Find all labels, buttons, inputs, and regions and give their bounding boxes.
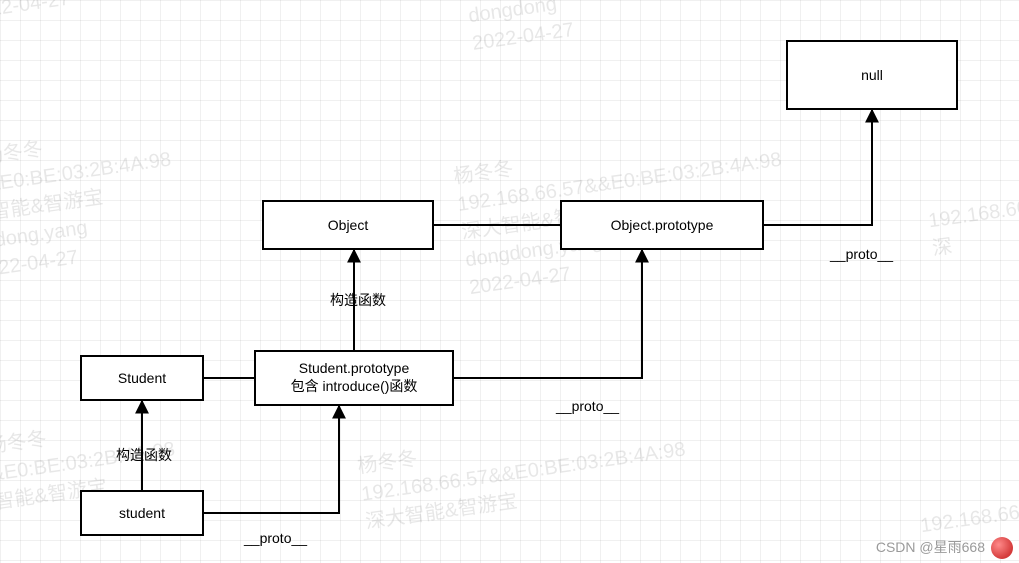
edge-label-constructor-2: 构造函数 — [330, 290, 386, 310]
node-student-constructor: Student — [80, 355, 204, 401]
edge-label-constructor-1: 构造函数 — [116, 445, 172, 465]
node-student-prototype: Student.prototype 包含 introduce()函数 — [254, 350, 454, 406]
edge-label-proto-3: __proto__ — [830, 246, 893, 262]
edge-label-proto-1: __proto__ — [244, 530, 307, 546]
node-student-instance: student — [80, 490, 204, 536]
edge-label-proto-2: __proto__ — [556, 398, 619, 414]
node-null: null — [786, 40, 958, 110]
node-object-constructor: Object — [262, 200, 434, 250]
csdn-logo-icon — [991, 537, 1013, 559]
node-object-prototype: Object.prototype — [560, 200, 764, 250]
attribution-text: CSDN @星雨668 — [876, 537, 985, 557]
